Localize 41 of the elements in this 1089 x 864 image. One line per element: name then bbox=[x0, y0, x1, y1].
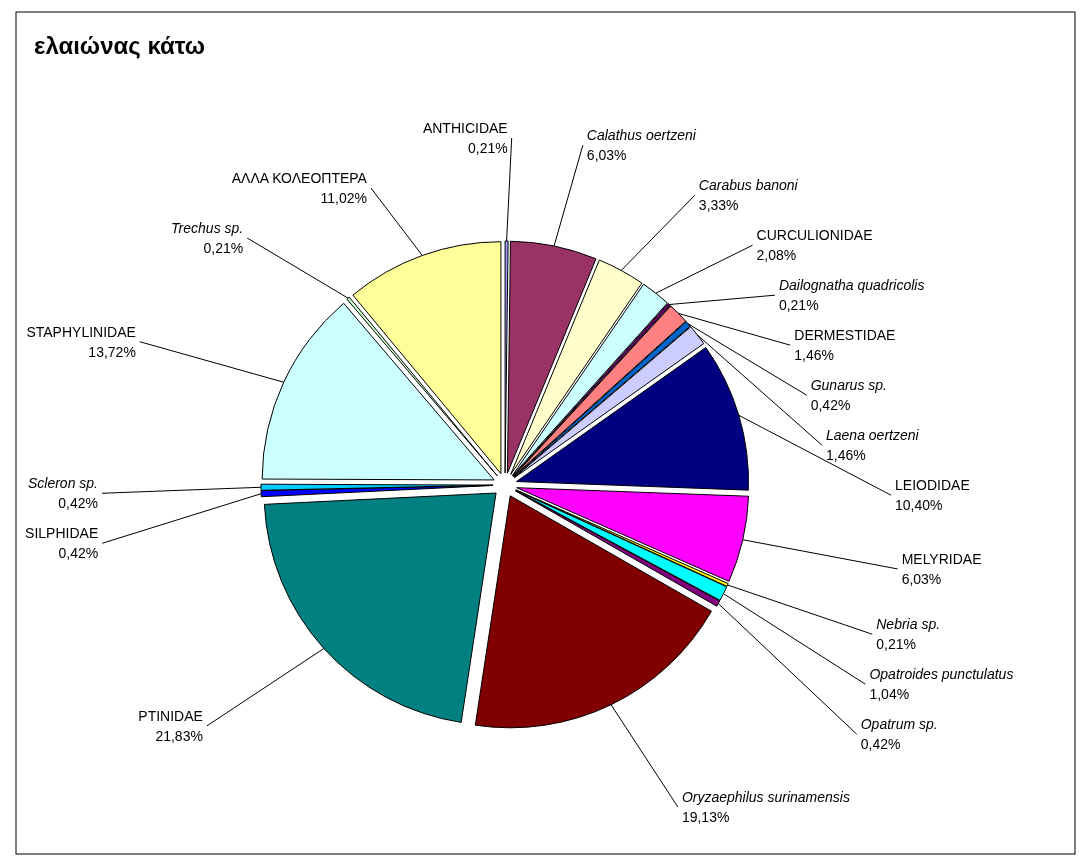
data-label: 3,33% bbox=[698, 197, 739, 214]
chart-title: ελαιώνας κάτω bbox=[34, 32, 206, 59]
data-label: 6,03% bbox=[901, 570, 942, 587]
slice-label: STAPHYLINIDAE bbox=[26, 323, 136, 340]
data-label: 13,72% bbox=[88, 343, 136, 360]
data-label: 1,46% bbox=[826, 447, 866, 464]
data-label: 0,21% bbox=[203, 240, 244, 257]
slice-label: MELYRIDAE bbox=[901, 550, 982, 567]
data-label: 0,21% bbox=[876, 636, 916, 653]
slice-label: Trechus sp. bbox=[171, 220, 244, 237]
slice-label: Carabus banoni bbox=[698, 177, 799, 194]
data-label: 0,42% bbox=[810, 397, 851, 414]
data-label: 6,03% bbox=[586, 147, 627, 164]
data-label: 10,40% bbox=[895, 497, 943, 514]
slice-label: Calathus oertzeni bbox=[586, 127, 697, 144]
data-label: 21,83% bbox=[155, 727, 203, 744]
slice-label: Nebria sp. bbox=[876, 616, 941, 633]
data-label: 1,46% bbox=[794, 347, 835, 364]
slice-label: SILPHIDAE bbox=[25, 525, 99, 542]
slice-label: Oryzaephilus surinamensis bbox=[681, 789, 850, 806]
slice-label: ΑΛΛΑ ΚΟΛΕΟΠΤΕΡΑ bbox=[231, 170, 368, 187]
data-label: 19,13% bbox=[681, 809, 730, 826]
data-label: 0,21% bbox=[778, 297, 819, 314]
slice-label: Laena oertzeni bbox=[826, 427, 920, 444]
data-label: 0,42% bbox=[58, 545, 99, 562]
data-label: 11,02% bbox=[320, 190, 367, 207]
slice-label: PTINIDAE bbox=[138, 707, 203, 724]
slice-label: Opatrum sp. bbox=[860, 716, 938, 733]
data-label: 2,08% bbox=[756, 247, 797, 264]
slice-label: Scleron sp. bbox=[27, 475, 99, 492]
slice-label: Gunarus sp. bbox=[810, 377, 887, 394]
data-label: 1,04% bbox=[869, 686, 910, 703]
slice-label: Opatroides punctulatus bbox=[869, 666, 1014, 683]
data-label: 0,42% bbox=[860, 736, 901, 753]
data-label: 0,21% bbox=[467, 140, 508, 157]
slice-label: CURCULIONIDAE bbox=[756, 227, 873, 244]
slice-label: Dailognatha quadricolis bbox=[778, 277, 925, 294]
slice-label: LEIODIDAE bbox=[895, 477, 970, 494]
data-label: 0,42% bbox=[58, 495, 99, 512]
slice-label: DERMESTIDAE bbox=[794, 327, 896, 344]
slice-label: ANTHICIDAE bbox=[422, 120, 508, 137]
